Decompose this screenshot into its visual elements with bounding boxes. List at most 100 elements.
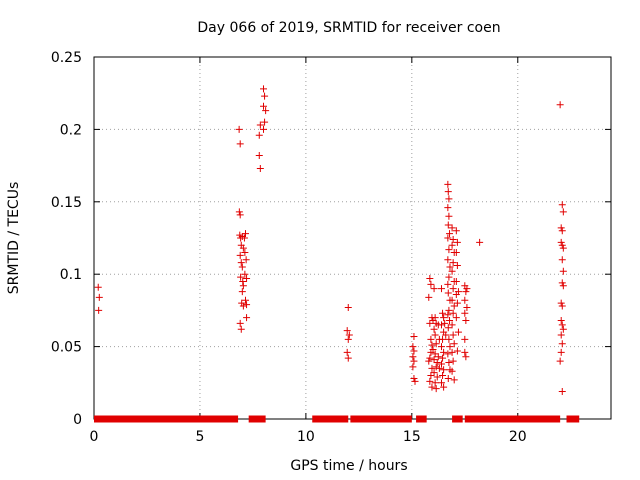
data-point xyxy=(411,377,419,385)
data-point xyxy=(449,259,457,267)
y-tick-label: 0 xyxy=(73,412,82,428)
data-point xyxy=(430,325,438,333)
data-point xyxy=(558,302,566,310)
data-point xyxy=(238,299,246,307)
data-point xyxy=(439,309,447,317)
data-point xyxy=(235,125,243,133)
data-point xyxy=(448,321,456,329)
data-point xyxy=(410,332,418,340)
data-point xyxy=(260,125,268,133)
data-point xyxy=(425,293,433,301)
data-point xyxy=(440,348,448,356)
data-point xyxy=(237,273,245,281)
data-point xyxy=(428,383,436,391)
y-tick-label: 0.15 xyxy=(51,195,82,211)
data-point xyxy=(444,280,452,288)
data-point xyxy=(431,379,439,387)
data-point xyxy=(236,211,244,219)
data-point xyxy=(260,102,268,110)
data-point xyxy=(445,273,453,281)
data-point xyxy=(450,340,458,348)
x-tick-label: 5 xyxy=(195,429,204,445)
y-axis: 0 0.05 0.1 0.15 0.2 0.25 xyxy=(51,50,611,428)
data-point xyxy=(463,285,471,293)
data-point xyxy=(428,364,436,372)
data-point xyxy=(239,282,247,290)
data-point xyxy=(461,348,469,356)
y-tick-label: 0.25 xyxy=(51,50,82,66)
data-point xyxy=(559,325,567,333)
data-point xyxy=(444,374,452,382)
data-point xyxy=(559,208,567,216)
zero-value-band xyxy=(350,415,412,423)
data-point xyxy=(238,288,246,296)
x-axis: 0 5 10 15 20 xyxy=(90,57,527,445)
data-point xyxy=(557,331,565,339)
data-point xyxy=(425,357,433,365)
data-point xyxy=(462,353,470,361)
data-point xyxy=(437,321,445,329)
grid-lines xyxy=(94,57,611,419)
data-point xyxy=(241,248,249,256)
data-point xyxy=(558,241,566,249)
data-point xyxy=(435,364,443,372)
data-point xyxy=(344,304,352,312)
data-point xyxy=(445,306,453,314)
data-point xyxy=(235,208,243,216)
zero-value-band xyxy=(312,415,349,423)
data-point xyxy=(432,340,440,348)
data-point xyxy=(559,267,567,275)
data-point xyxy=(445,335,453,343)
data-point xyxy=(444,180,452,188)
x-tick-label: 0 xyxy=(90,429,99,445)
data-point xyxy=(448,224,456,232)
zero-value-band xyxy=(566,415,580,423)
x-axis-label: GPS time / hours xyxy=(290,458,407,474)
data-point xyxy=(461,335,469,343)
data-point xyxy=(429,345,437,353)
data-point xyxy=(430,369,438,377)
y-tick-label: 0.1 xyxy=(60,267,82,283)
zero-value-series xyxy=(94,415,580,423)
data-point xyxy=(453,262,461,270)
data-point xyxy=(236,251,244,259)
data-point xyxy=(559,282,567,290)
data-point xyxy=(261,118,269,126)
data-point xyxy=(441,319,449,327)
data-point xyxy=(445,246,453,254)
data-point xyxy=(558,387,566,395)
data-point xyxy=(444,234,452,242)
data-point xyxy=(432,363,440,371)
zero-value-band xyxy=(416,415,427,423)
data-point xyxy=(432,385,440,393)
data-points xyxy=(94,85,567,395)
data-point xyxy=(439,372,447,380)
zero-value-band xyxy=(464,415,561,423)
x-tick-label: 15 xyxy=(403,429,421,445)
data-point xyxy=(446,230,454,238)
data-point xyxy=(558,256,566,264)
data-point xyxy=(557,224,565,232)
data-point xyxy=(437,285,445,293)
data-point xyxy=(409,353,417,361)
data-point xyxy=(449,331,457,339)
data-point xyxy=(445,359,453,367)
data-point xyxy=(448,367,456,375)
data-point xyxy=(449,309,457,317)
chart-title: Day 066 of 2019, SRMTID for receiver coe… xyxy=(197,20,500,36)
data-point xyxy=(239,302,247,310)
data-point xyxy=(237,325,245,333)
data-point xyxy=(95,306,103,314)
data-point xyxy=(426,354,434,362)
y-tick-label: 0.2 xyxy=(60,122,82,138)
data-point xyxy=(453,299,461,307)
data-point xyxy=(343,348,351,356)
data-point xyxy=(442,331,450,339)
data-point xyxy=(239,277,247,285)
data-point xyxy=(410,374,418,382)
data-point xyxy=(444,256,452,264)
data-point xyxy=(449,235,457,243)
data-point xyxy=(558,340,566,348)
data-point xyxy=(452,314,460,322)
data-point xyxy=(344,335,352,343)
